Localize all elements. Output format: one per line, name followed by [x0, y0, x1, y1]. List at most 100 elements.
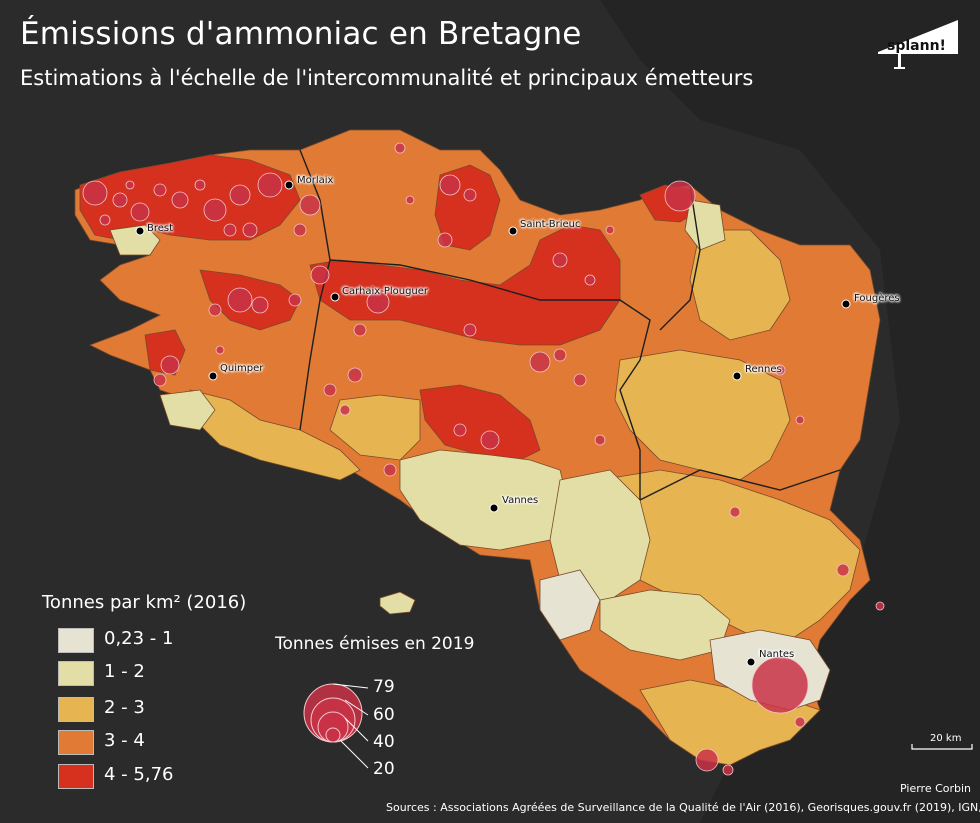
bubble [594, 434, 606, 446]
bubble [463, 323, 477, 337]
city-dot-saint-brieuc [508, 226, 518, 236]
legend-item-1: 0,23 - 1 [58, 628, 358, 653]
city-dot-morlaix [284, 180, 294, 190]
bubble [453, 423, 467, 437]
region-rennes-light [689, 229, 791, 341]
region-carhaix-red [309, 224, 621, 346]
mainland-background [600, 0, 980, 823]
bubble [160, 355, 180, 375]
bubble [229, 184, 251, 206]
bubble [208, 303, 222, 317]
bubble [153, 183, 167, 197]
city-label-vannes: Vannes [502, 495, 539, 506]
bubble [794, 716, 806, 728]
bubble [795, 415, 805, 425]
author-credit: Pierre Corbin [900, 782, 972, 795]
bubble [605, 225, 615, 235]
legend-label-5: 4 - 5,76 [104, 764, 174, 785]
bubble [553, 348, 567, 362]
city-dot-rennes [732, 371, 742, 381]
bubble [194, 179, 206, 191]
city-label-carhaix: Carhaix-Plouguer [342, 286, 429, 297]
splann-logo [878, 20, 958, 69]
bubble [251, 296, 269, 314]
bubble [257, 172, 283, 198]
bubble [722, 764, 734, 776]
bubble-legend-leaders [332, 683, 369, 769]
bubble [310, 265, 330, 285]
bubble [875, 601, 885, 611]
region-saint-nazaire-pale [539, 569, 601, 641]
page-title: Émissions d'ammoniac en Bretagne [20, 16, 582, 52]
bubble-legend-label-79: 79 [373, 677, 395, 697]
bubble [323, 383, 337, 397]
bubble [836, 563, 850, 577]
bubble-legend-circle-20 [325, 727, 341, 743]
legend-swatch-1 [58, 628, 94, 653]
regions-layer [74, 129, 881, 766]
bubble [171, 191, 189, 209]
bubble [573, 373, 587, 387]
bubble-legend-label-20: 20 [373, 759, 395, 779]
bubble [529, 351, 551, 373]
region-finistere-south-orange [189, 389, 361, 481]
bubble [353, 323, 367, 337]
bubble-legend-label-60: 60 [373, 705, 395, 725]
bubble [584, 274, 596, 286]
bubble [223, 223, 237, 237]
bubble-legend-label-40: 40 [373, 732, 395, 752]
city-label-saint-brieuc: Saint-Brieuc [520, 219, 581, 230]
legend-item-2: 1 - 2 [58, 661, 358, 686]
city-label-brest: Brest [147, 223, 174, 234]
legend-swatch-3 [58, 697, 94, 722]
bubble [439, 174, 461, 196]
city-dot-quimper [208, 371, 218, 381]
bubble [751, 656, 809, 714]
scale-label: 20 km [930, 733, 962, 744]
city-dot-fougeres [841, 299, 851, 309]
city-dot-brest [135, 226, 145, 236]
legend-label-4: 3 - 4 [104, 730, 145, 751]
bubble [299, 194, 321, 216]
bubble [463, 188, 477, 202]
bubble [405, 195, 415, 205]
legend-swatch-4 [58, 730, 94, 755]
island-belle-ile [379, 591, 416, 615]
city-dot-nantes [746, 657, 756, 667]
page-subtitle: Estimations à l'échelle de l'intercommun… [20, 66, 754, 90]
bubble [227, 287, 253, 313]
city-dot-vannes [489, 503, 499, 513]
legend-label-2: 1 - 2 [104, 661, 145, 682]
region-pontivy-red [419, 384, 541, 461]
legend-item-5: 4 - 5,76 [58, 764, 358, 789]
bubble [347, 367, 363, 383]
city-label-fougeres: Fougères [854, 293, 900, 304]
city-dot-carhaix [330, 292, 340, 302]
bubble [125, 180, 135, 190]
bubble [293, 223, 307, 237]
logo-text: splann! [887, 38, 946, 54]
bubble-legend-title: Tonnes émises en 2019 [275, 634, 475, 654]
bubble [394, 142, 406, 154]
region-morbihan-light [329, 394, 421, 461]
bubble [288, 293, 302, 307]
bubble [729, 506, 741, 518]
legend-item-3: 2 - 3 [58, 697, 358, 722]
legend-swatch-5 [58, 764, 94, 789]
city-label-quimper: Quimper [220, 363, 264, 374]
legend-label-3: 2 - 3 [104, 697, 145, 718]
bubble [242, 222, 258, 238]
city-label-morlaix: Morlaix [297, 175, 334, 186]
bubble [437, 232, 453, 248]
bubble-legend-graphic [303, 683, 363, 743]
bubble [339, 404, 351, 416]
region-quimper-pale [159, 389, 216, 431]
scale-bar [911, 744, 973, 750]
bubble [130, 202, 150, 222]
bubble [695, 748, 719, 772]
legend-item-4: 3 - 4 [58, 730, 358, 755]
region-north-east-pale [684, 199, 726, 251]
bubble [112, 192, 128, 208]
city-label-nantes: Nantes [759, 649, 795, 660]
bubble [99, 214, 111, 226]
